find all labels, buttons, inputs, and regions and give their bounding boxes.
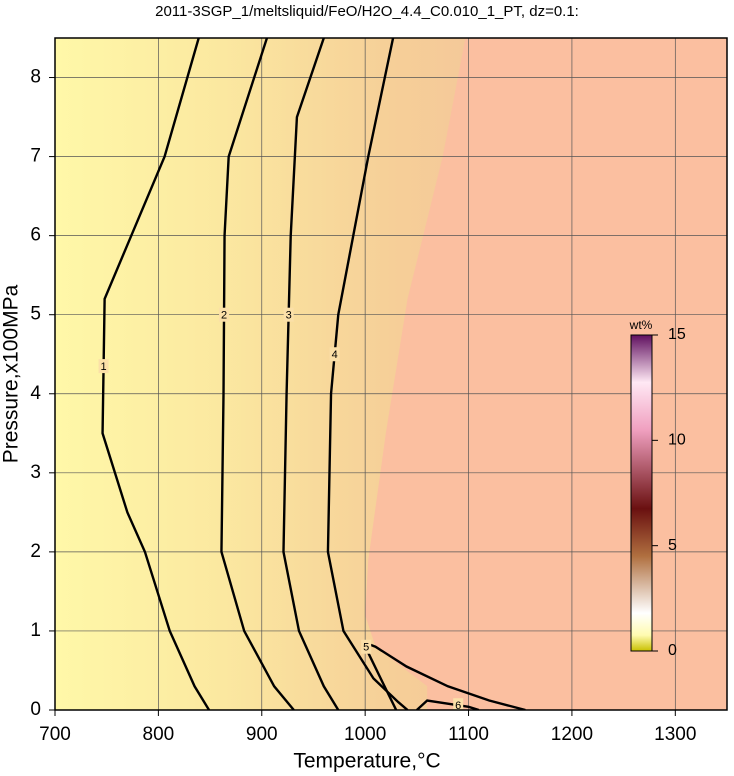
contour-label: 6 xyxy=(455,700,461,712)
x-tick-label: 700 xyxy=(39,724,71,745)
colorbar-label: wt% xyxy=(629,318,653,332)
x-tick-label: 1100 xyxy=(448,724,489,745)
contour-label: 4 xyxy=(332,349,338,361)
y-tick-label: 7 xyxy=(30,146,41,167)
contour-label: 1 xyxy=(101,361,107,373)
colorbar xyxy=(630,334,653,652)
y-tick-label: 8 xyxy=(30,67,41,88)
y-tick-label: 0 xyxy=(30,699,41,720)
colorbar-tick-label: 15 xyxy=(668,326,686,343)
y-tick-label: 4 xyxy=(30,383,41,404)
contour-line xyxy=(326,38,409,710)
contour-line xyxy=(363,640,526,710)
y-tick-label: 3 xyxy=(30,462,41,483)
y-axis-title: Pressure,x100MPa xyxy=(0,284,23,463)
y-tick-label: 6 xyxy=(30,225,41,246)
contour-label-bg xyxy=(361,639,372,654)
x-tick-label: 1000 xyxy=(344,724,386,745)
plot-frame xyxy=(54,37,728,711)
contour-label: 3 xyxy=(286,310,292,322)
contour-line xyxy=(282,38,340,710)
colorbar-tick-label: 0 xyxy=(668,642,677,659)
x-axis-title: Temperature,°C xyxy=(293,750,440,773)
contour-label-bg xyxy=(329,347,340,362)
contour-line xyxy=(220,38,295,710)
chart-title: 2011-3SGP_1/meltsliquid/FeO/H2O_4.4_C0.0… xyxy=(155,3,579,20)
x-tick-label: 1200 xyxy=(551,724,593,745)
contour-line xyxy=(101,38,211,710)
contour-label: 5 xyxy=(363,642,369,654)
colorbar-tick-label: 10 xyxy=(668,432,686,449)
y-tick-label: 1 xyxy=(30,620,41,641)
contour-line xyxy=(416,699,480,710)
x-tick-label: 900 xyxy=(246,724,278,745)
y-tick-label: 5 xyxy=(30,304,41,325)
x-tick-label: 800 xyxy=(143,724,175,745)
colorbar-tick-label: 5 xyxy=(668,537,677,554)
contour-label-bg xyxy=(283,307,294,322)
contour-label: 2 xyxy=(221,310,227,322)
contour-label-bg xyxy=(219,307,230,322)
x-tick-label: 1300 xyxy=(654,724,696,745)
y-tick-label: 2 xyxy=(30,541,41,562)
contour-label-bg xyxy=(98,359,109,374)
contour-label-bg xyxy=(453,698,464,710)
